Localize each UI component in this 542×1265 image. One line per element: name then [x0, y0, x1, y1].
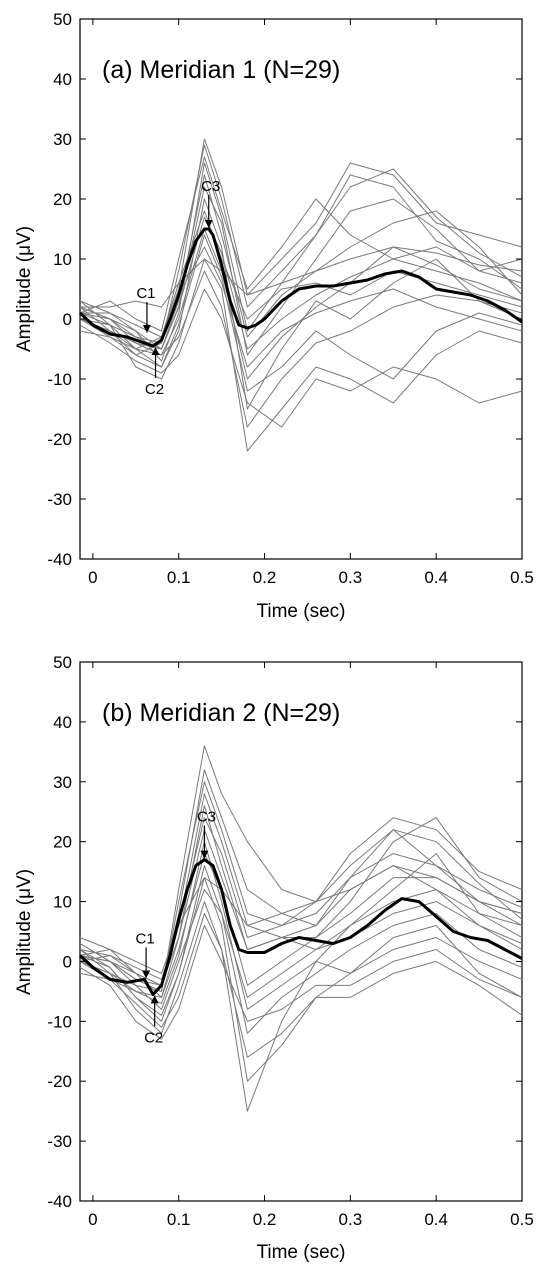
x-tick-label-b: 0.3	[339, 1210, 363, 1229]
y-tick-label-a: -20	[47, 430, 72, 449]
x-tick-label-a: 0.4	[424, 568, 448, 587]
annotation-label-c3-a: C3	[201, 178, 220, 195]
x-tick-label-a: 0.3	[339, 568, 363, 587]
x-tick-label-b: 0	[88, 1210, 97, 1229]
individual-trace-b-10	[79, 781, 523, 992]
individual-trace-b-4	[79, 877, 523, 1082]
y-tick-label-a: 50	[53, 10, 72, 29]
annotations-a: C1 C2 C3	[136, 178, 220, 398]
y-axis-title-a: Amplitude (μV)	[14, 226, 35, 352]
individual-trace-a-6	[79, 228, 523, 380]
y-tick-label-b: 40	[53, 713, 72, 732]
panel-b: 0 0.1 0.2 0.3 0.4 0.5-40-30-20-1001020304050 …	[14, 653, 534, 1263]
panel-title-b: (b) Meridian 2 (N=29)	[102, 699, 340, 727]
series-lines-a	[78, 138, 523, 452]
mean-trace-a	[78, 227, 523, 348]
x-tick-label-b: 0.1	[167, 1210, 191, 1229]
x-axis-title-b: Time (sec)	[256, 1242, 345, 1263]
y-tick-label-a: 20	[53, 190, 72, 209]
y-tick-label-b: 50	[53, 653, 72, 672]
x-axis-title-a: Time (sec)	[256, 601, 345, 622]
x-tick-label-b: 0.5	[510, 1210, 534, 1229]
y-tick-label-a: -40	[47, 550, 72, 569]
individual-trace-a-4	[79, 258, 523, 452]
y-tick-label-b: 0	[63, 952, 72, 971]
individual-trace-b-11	[79, 865, 523, 1034]
individual-trace-b-7	[79, 925, 523, 1040]
plot-area-b	[79, 661, 523, 1202]
y-tick-label-b: 30	[53, 773, 72, 792]
annotation-label-c3-b: C3	[197, 809, 216, 826]
panel-a: 0 0.1 0.2 0.3 0.4 0.5-40-30-20-1001020304050 …	[14, 10, 534, 622]
y-tick-label-b: -20	[47, 1072, 72, 1091]
individual-trace-a-3	[80, 186, 523, 356]
y-tick-label-b: -30	[47, 1132, 72, 1151]
annotations-b: C1 C2 C3	[135, 809, 216, 1047]
individual-trace-a-16	[80, 246, 523, 308]
individual-trace-b-16	[79, 865, 523, 974]
x-tick-label-b: 0.4	[424, 1210, 448, 1229]
individual-trace-a-7	[79, 288, 523, 428]
y-tick-label-a: 40	[53, 70, 72, 89]
y-tick-label-b: -40	[47, 1192, 72, 1211]
y-tick-label-a: -30	[47, 490, 72, 509]
annotation-label-c1-b: C1	[135, 930, 154, 947]
y-tick-label-a: 0	[63, 310, 72, 329]
individual-trace-b-13	[79, 841, 523, 1010]
x-tick-label-a: 0.1	[167, 568, 191, 587]
individual-trace-b-2	[79, 901, 523, 1112]
y-tick-label-a: -10	[47, 370, 72, 389]
y-tick-label-b: 20	[53, 833, 72, 852]
y-tick-label-a: 30	[53, 130, 72, 149]
y-tick-label-b: 10	[53, 893, 72, 912]
individual-trace-a-1	[79, 144, 523, 344]
axis-ticks-b: 0 0.1 0.2 0.3 0.4 0.5 -40 -30 -20 -10 0 10 20 30 40 50	[47, 653, 533, 1229]
annotation-label-c1-a: C1	[136, 285, 155, 302]
x-tick-label-a: 0	[88, 568, 97, 587]
y-tick-label-a: 10	[53, 250, 72, 269]
y-tick-label-b: -10	[47, 1012, 72, 1031]
y-axis-title-b: Amplitude (μV)	[14, 869, 35, 995]
annotation-label-c2-a: C2	[145, 381, 164, 398]
mean-trace-b	[78, 858, 523, 996]
individual-trace-a-12	[79, 270, 523, 428]
individual-trace-b-14	[79, 913, 523, 1058]
x-tick-label-a: 0.2	[253, 568, 277, 587]
individual-trace-a-11	[79, 162, 523, 362]
axis-ticks-a: 0 0.1 0.2 0.3 0.4 0.5 -40 -30 -20 -10 0 10 20 30 40 50	[47, 10, 533, 587]
annotation-label-c2-b: C2	[144, 1029, 163, 1046]
x-tick-label-a: 0.5	[510, 568, 534, 587]
panel-title-a: (a) Meridian 1 (N=29)	[102, 56, 340, 84]
individual-trace-a-14	[79, 216, 523, 350]
individual-trace-a-15	[79, 234, 523, 392]
x-tick-label-b: 0.2	[253, 1210, 277, 1229]
